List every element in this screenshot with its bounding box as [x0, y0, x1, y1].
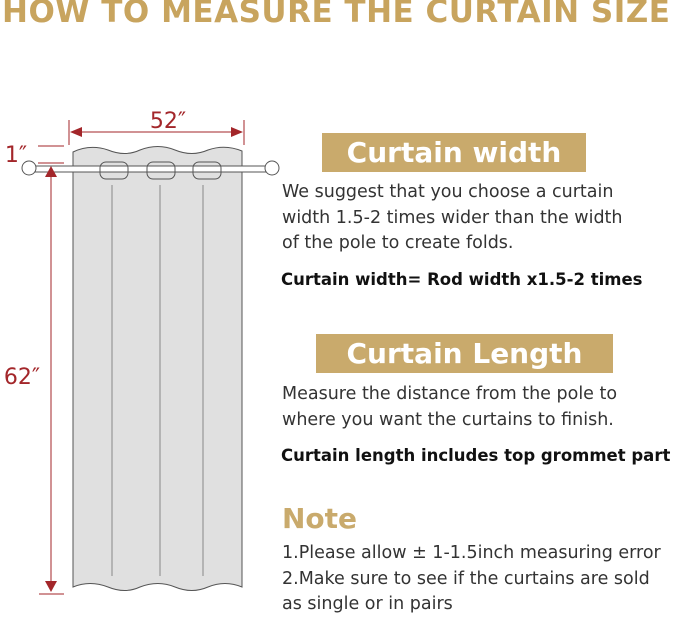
text-line: where you want the curtains to finish. — [282, 409, 614, 430]
length-formula: Curtain length includes top grommet part — [281, 446, 671, 465]
text-line: width 1.5-2 times wider than the width — [282, 207, 623, 228]
width-description: We suggest that you choose a curtain wid… — [282, 180, 623, 257]
text-line: Measure the distance from the pole to — [282, 384, 618, 404]
length-label: 62″ — [4, 365, 40, 390]
curtain-diagram: 52″ 1″ 62″ — [4, 109, 280, 595]
text-line: We suggest that you choose a curtain — [282, 182, 614, 202]
note-item: 1.Please allow ± 1-1.5inch measuring err… — [282, 543, 661, 563]
curtain-width-badge: Curtain width — [322, 133, 586, 172]
grommet-label: 1″ — [5, 143, 27, 168]
rod-finial-right — [264, 160, 280, 176]
curtain-length-badge: Curtain Length — [316, 334, 613, 373]
rod-finial-left — [21, 160, 37, 176]
text-line: of the pole to create folds. — [282, 233, 514, 253]
length-description: Measure the distance from the pole to wh… — [282, 382, 617, 433]
width-label: 52″ — [150, 109, 186, 134]
curtain-panel — [72, 146, 243, 591]
grommets — [99, 161, 222, 180]
note-heading: Note — [282, 502, 358, 535]
page-title: HOW TO MEASURE THE CURTAIN SIZE — [2, 0, 671, 30]
note-list: 1.Please allow ± 1-1.5inch measuring err… — [282, 541, 661, 618]
note-item: as single or in pairs — [282, 594, 453, 614]
note-item: 2.Make sure to see if the curtains are s… — [282, 568, 650, 589]
width-formula: Curtain width= Rod width x1.5-2 times — [281, 270, 643, 289]
